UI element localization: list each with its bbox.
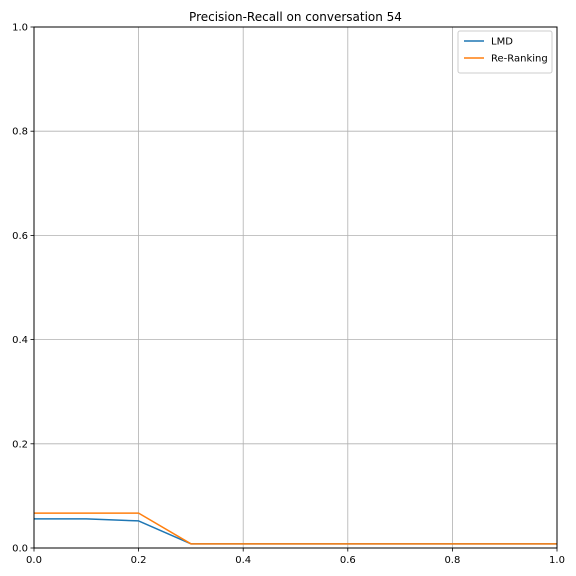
y-tick-label: 0.8 — [12, 127, 28, 138]
y-tick-label: 0.6 — [12, 231, 28, 242]
x-tick-label: 0.4 — [235, 555, 251, 566]
y-tick-label: 0.4 — [12, 335, 28, 346]
plot-frame — [33, 26, 558, 549]
series-line-re-ranking — [34, 512, 557, 545]
x-tick-label: 0.2 — [131, 555, 147, 566]
y-tick-label: 0.2 — [12, 439, 28, 450]
series-lines — [34, 512, 557, 545]
x-tick-label: 0.8 — [444, 555, 460, 566]
legend-label: Re-Ranking — [491, 54, 548, 65]
x-tick-label: 0.0 — [26, 555, 42, 566]
y-tick-label: 0.0 — [12, 544, 28, 555]
axis-ticks: 0.0 0.2 0.4 0.6 0.8 1.0 0.0 0.2 0.4 0.6 0.8 1.0 — [12, 23, 565, 567]
x-tick-label: 1.0 — [549, 555, 565, 566]
legend: LMD Re-Ranking — [457, 30, 553, 74]
x-tick-label: 0.6 — [340, 555, 356, 566]
chart-title: Precision-Recall on conversation 54 — [189, 10, 402, 24]
legend-label: LMD — [491, 37, 513, 48]
y-tick-label: 1.0 — [12, 23, 28, 34]
